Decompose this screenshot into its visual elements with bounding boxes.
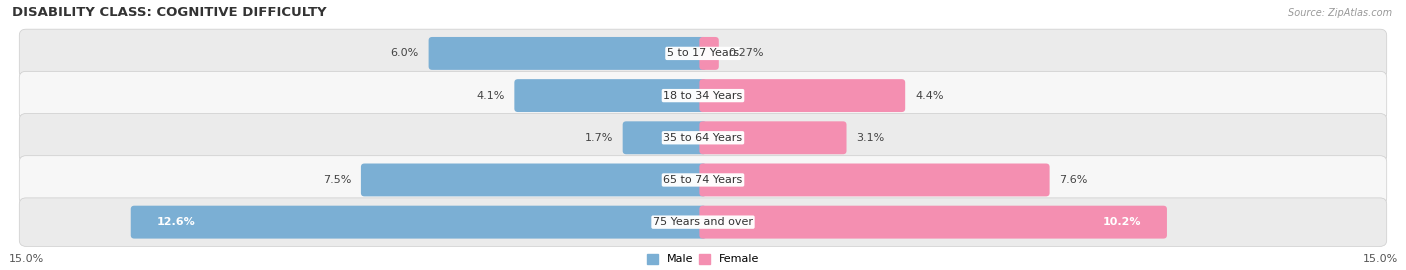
Text: DISABILITY CLASS: COGNITIVE DIFFICULTY: DISABILITY CLASS: COGNITIVE DIFFICULTY [13, 6, 328, 19]
FancyBboxPatch shape [699, 164, 1050, 196]
Text: 18 to 34 Years: 18 to 34 Years [664, 91, 742, 101]
Text: 4.4%: 4.4% [915, 91, 943, 101]
Text: 7.6%: 7.6% [1060, 175, 1088, 185]
FancyBboxPatch shape [699, 37, 718, 70]
Text: 5 to 17 Years: 5 to 17 Years [666, 48, 740, 58]
FancyBboxPatch shape [515, 79, 707, 112]
FancyBboxPatch shape [20, 156, 1386, 204]
FancyBboxPatch shape [429, 37, 707, 70]
Text: Source: ZipAtlas.com: Source: ZipAtlas.com [1288, 8, 1392, 18]
Text: 10.2%: 10.2% [1102, 217, 1140, 227]
Text: 65 to 74 Years: 65 to 74 Years [664, 175, 742, 185]
Text: 3.1%: 3.1% [856, 133, 884, 143]
Text: 75 Years and over: 75 Years and over [652, 217, 754, 227]
Text: 0.27%: 0.27% [728, 48, 765, 58]
FancyBboxPatch shape [699, 206, 1167, 239]
FancyBboxPatch shape [20, 71, 1386, 120]
Legend: Male, Female: Male, Female [647, 254, 759, 264]
Text: 12.6%: 12.6% [157, 217, 195, 227]
Text: 35 to 64 Years: 35 to 64 Years [664, 133, 742, 143]
Text: 6.0%: 6.0% [391, 48, 419, 58]
FancyBboxPatch shape [699, 121, 846, 154]
FancyBboxPatch shape [20, 113, 1386, 162]
Text: 1.7%: 1.7% [585, 133, 613, 143]
Text: 4.1%: 4.1% [477, 91, 505, 101]
FancyBboxPatch shape [20, 198, 1386, 247]
Text: 7.5%: 7.5% [322, 175, 352, 185]
FancyBboxPatch shape [131, 206, 707, 239]
FancyBboxPatch shape [361, 164, 707, 196]
FancyBboxPatch shape [699, 79, 905, 112]
FancyBboxPatch shape [20, 29, 1386, 78]
FancyBboxPatch shape [623, 121, 707, 154]
